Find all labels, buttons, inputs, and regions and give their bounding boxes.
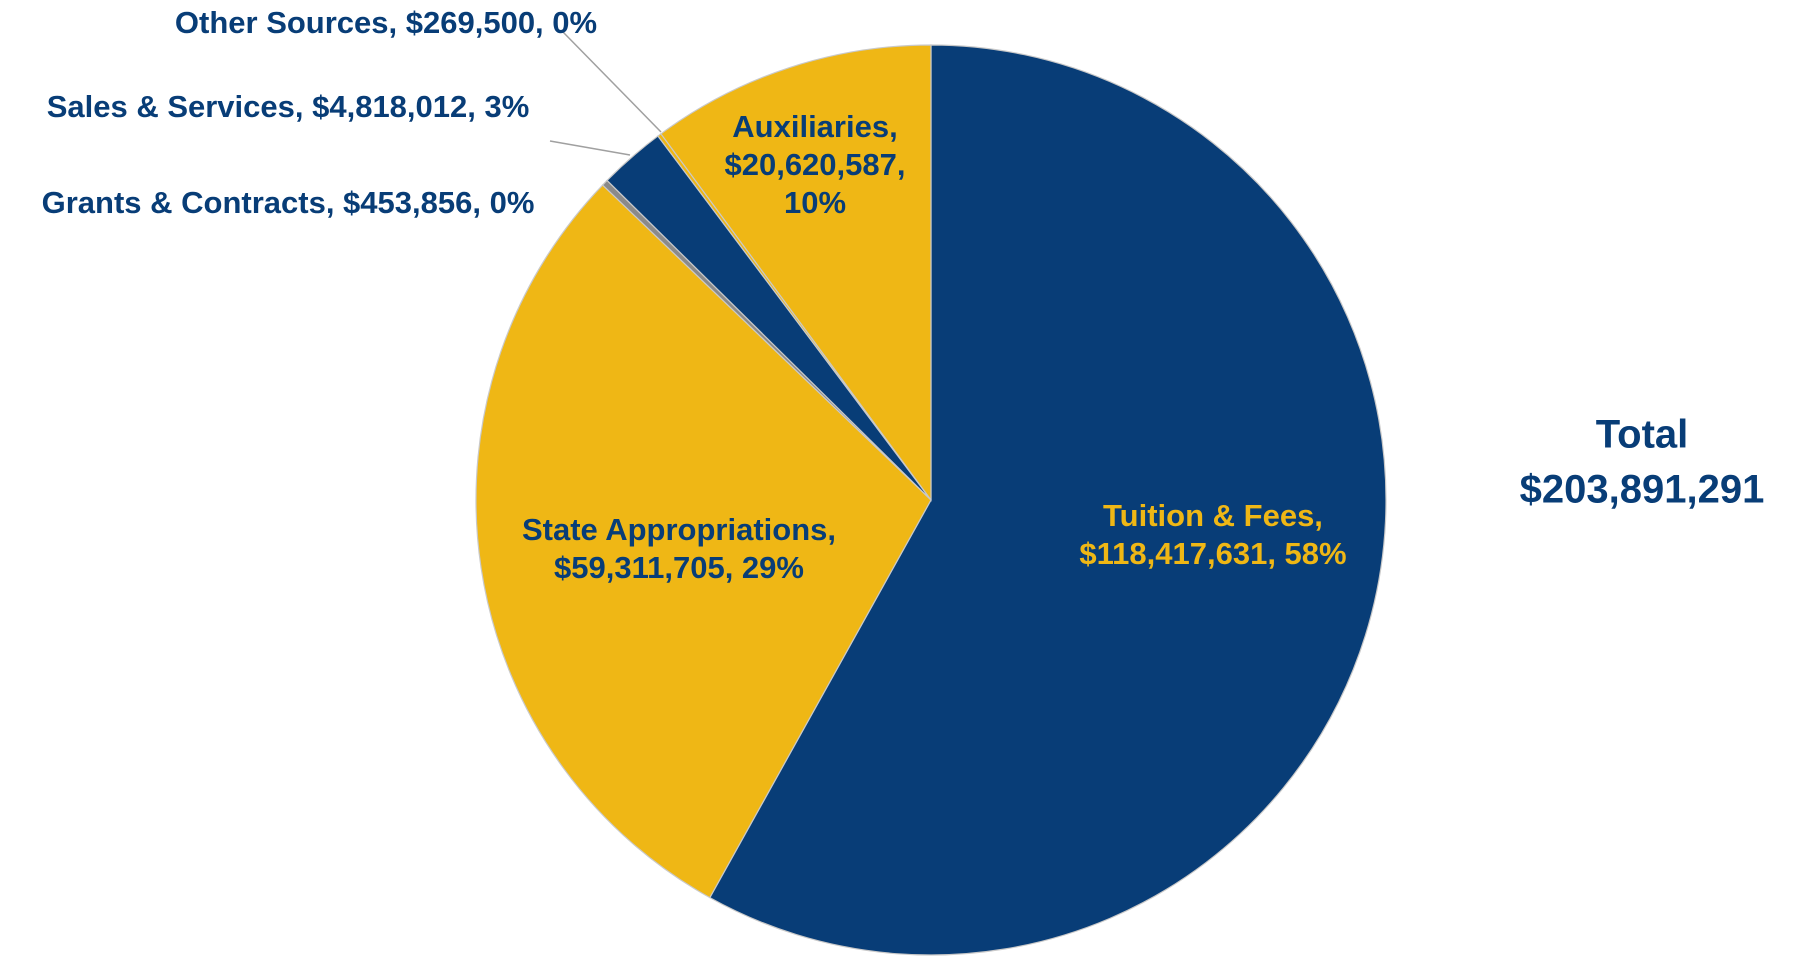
pie-slice [709, 44, 1387, 956]
data-label: Auxiliaries, [732, 109, 897, 144]
leader-line [562, 31, 662, 133]
pie-slice [475, 184, 932, 899]
pie [475, 44, 1387, 956]
leader-line [549, 140, 631, 156]
data-label: $20,620,587, [724, 147, 905, 182]
total-value: $203,891,291 [1520, 468, 1765, 512]
pie-slice [660, 44, 932, 502]
data-label: State Appropriations, [522, 512, 836, 547]
data-label: Sales & Services, $4,818,012, 3% [47, 89, 530, 124]
data-label: $59,311,705, 29% [554, 550, 804, 585]
data-label: 10% [784, 185, 846, 220]
data-label: Tuition & Fees, [1103, 498, 1323, 533]
data-label: $118,417,631, 58% [1079, 536, 1346, 571]
data-label: Other Sources, $269,500, 0% [175, 5, 597, 40]
total-label: Total [1596, 413, 1689, 457]
data-label: Grants & Contracts, $453,856, 0% [42, 185, 535, 220]
